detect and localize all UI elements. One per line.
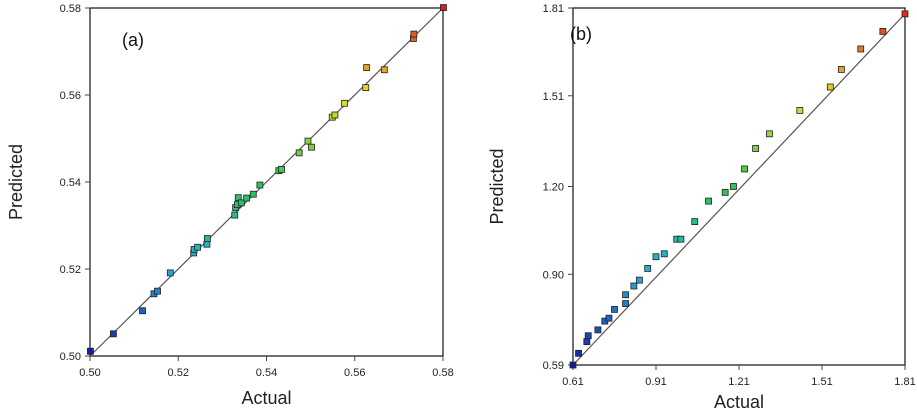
fit-line (572, 13, 906, 366)
data-point (194, 243, 202, 251)
x-tick-label: 1.81 (894, 376, 915, 388)
data-point (622, 300, 629, 307)
y-tick-label: 0.50 (60, 351, 81, 363)
data-point (879, 28, 887, 35)
data-point (363, 64, 371, 71)
y-tick-label: 0.54 (60, 177, 81, 189)
y-tick-label: 0.58 (60, 3, 81, 15)
panel-a: 0.50 0.52 0.54 0.56 0.58 0.50 0.52 0.54 0.56 0.58… (6, 3, 454, 408)
data-point (826, 83, 834, 91)
data-point (231, 211, 239, 219)
data-point (362, 84, 370, 92)
data-point (139, 307, 146, 315)
y-tick-label: 1.81 (543, 3, 564, 15)
x-tick-label: 0.58 (432, 367, 453, 379)
data-point (630, 282, 638, 290)
data-point (331, 111, 339, 119)
y-tick-label: 0.56 (60, 90, 81, 102)
data-point (410, 30, 418, 38)
plot-frame (572, 7, 906, 366)
data-point (304, 137, 312, 145)
data-point (256, 181, 264, 189)
x-tick-label: 1.51 (811, 376, 832, 388)
data-point (380, 66, 388, 74)
data-point (622, 291, 629, 299)
y-axis-label: Predicted (6, 144, 26, 220)
x-tick-label: 0.52 (168, 367, 189, 379)
x-tick-label: 0.61 (562, 376, 583, 388)
panel-b: 0.61 0.91 1.21 1.51 1.81 0.59 0.90 1.20 1.51 1.81… (487, 3, 916, 412)
data-point (660, 250, 668, 258)
x-tick-label: 0.91 (645, 376, 666, 388)
data-point (766, 130, 773, 138)
data-point (677, 235, 685, 243)
data-point (584, 332, 592, 340)
data-point (569, 361, 577, 369)
x-axis-label: Actual (241, 388, 291, 408)
data-point (583, 338, 591, 345)
y-tick-label: 1.20 (543, 182, 564, 194)
data-point (237, 199, 245, 207)
data-point (249, 190, 257, 198)
data-point (203, 235, 211, 242)
data-point (611, 306, 618, 313)
y-tick-label: 0.90 (543, 269, 564, 281)
data-point (575, 349, 582, 357)
y-tick-label: 0.52 (60, 264, 81, 276)
data-point (691, 218, 699, 226)
x-tick-label: 0.50 (79, 367, 100, 379)
data-point (154, 287, 161, 295)
x-tick-label: 0.54 (256, 367, 277, 379)
y-axis-label: Predicted (487, 148, 507, 224)
data-point (837, 66, 845, 73)
data-point (857, 45, 865, 53)
data-point (705, 197, 712, 205)
data-point (166, 269, 174, 277)
data-point (243, 194, 251, 202)
data-point (752, 145, 759, 152)
data-point (109, 330, 117, 338)
x-tick-label: 0.56 (344, 367, 365, 379)
data-point (295, 149, 303, 157)
data-point (440, 4, 447, 11)
data-point (652, 253, 660, 261)
data-point (741, 165, 748, 173)
panel-label: (b) (570, 24, 592, 44)
y-tick-label: 1.51 (543, 91, 564, 103)
data-point (644, 265, 652, 272)
data-point (636, 276, 643, 284)
data-point (308, 143, 315, 151)
data-point (203, 240, 211, 248)
data-point (605, 314, 613, 322)
x-axis-label: Actual (714, 392, 764, 411)
data-point (796, 107, 804, 114)
data-point (901, 10, 909, 18)
data-point (721, 188, 729, 196)
data-point (278, 165, 285, 173)
fit-line (89, 7, 444, 357)
x-tick-label: 1.21 (728, 376, 749, 388)
panel-label: (a) (122, 30, 144, 50)
y-tick-label: 0.59 (543, 360, 564, 372)
data-point (87, 347, 94, 355)
data-point (594, 326, 602, 334)
data-point (341, 99, 349, 107)
data-point (730, 183, 737, 190)
